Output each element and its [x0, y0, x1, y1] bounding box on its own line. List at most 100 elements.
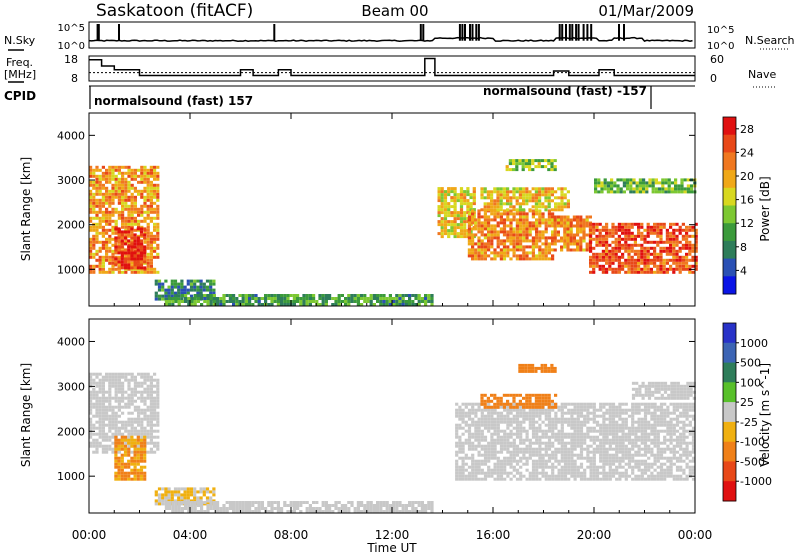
- data-cell: [573, 240, 576, 243]
- data-cell: [513, 212, 516, 215]
- data-cell: [643, 262, 646, 265]
- data-cell: [134, 254, 137, 257]
- data-cell: [465, 415, 468, 418]
- data-cell: [99, 175, 102, 178]
- data-cell: [644, 469, 647, 472]
- data-cell: [625, 451, 628, 454]
- data-cell: [114, 227, 117, 230]
- data-cell: [92, 196, 95, 199]
- data-cell: [522, 221, 525, 224]
- data-cell: [424, 507, 427, 510]
- data-cell: [611, 268, 614, 271]
- data-cell: [147, 259, 150, 262]
- data-cell: [455, 469, 458, 472]
- data-cell: [674, 187, 677, 190]
- data-cell: [554, 451, 557, 454]
- data-cell: [522, 421, 525, 424]
- data-cell: [497, 469, 500, 472]
- data-cell: [605, 259, 608, 262]
- data-cell: [487, 472, 490, 475]
- noise-spike: [578, 24, 580, 41]
- data-cell: [506, 451, 509, 454]
- data-cell: [638, 421, 641, 424]
- data-cell: [579, 237, 582, 240]
- data-cell: [490, 212, 493, 215]
- data-cell: [111, 373, 114, 376]
- data-cell: [522, 196, 525, 199]
- data-cell: [487, 196, 490, 199]
- data-cell: [615, 412, 618, 415]
- data-cell: [679, 406, 682, 409]
- data-cell: [150, 250, 153, 253]
- data-cell: [264, 507, 267, 510]
- data-cell: [134, 220, 137, 223]
- data-cell: [509, 196, 512, 199]
- data-cell: [177, 283, 180, 286]
- data-cell: [127, 181, 130, 184]
- data-cell: [663, 262, 666, 265]
- data-cell: [114, 460, 117, 463]
- data-cell: [127, 472, 130, 475]
- data-cell: [644, 472, 647, 475]
- data-cell: [643, 256, 646, 259]
- data-cell: [187, 289, 190, 292]
- data-cell: [670, 412, 673, 415]
- data-cell: [637, 244, 640, 247]
- data-cell: [599, 457, 602, 460]
- data-cell: [454, 202, 457, 205]
- data-cell: [522, 245, 525, 248]
- data-cell: [471, 478, 474, 481]
- data-cell: [642, 178, 645, 181]
- data-cell: [671, 181, 674, 184]
- data-cell: [576, 219, 579, 222]
- data-cell: [535, 254, 538, 257]
- data-cell: [490, 205, 493, 208]
- data-cell: [484, 212, 487, 215]
- data-cell: [509, 168, 512, 171]
- data-cell: [134, 208, 137, 211]
- data-cell: [471, 239, 474, 242]
- data-cell: [438, 187, 441, 190]
- data-cell: [688, 259, 691, 262]
- data-cell: [500, 415, 503, 418]
- data-cell: [657, 442, 660, 445]
- data-cell: [586, 219, 589, 222]
- data-cell: [130, 439, 133, 442]
- data-cell: [510, 460, 513, 463]
- data-cell: [92, 238, 95, 241]
- data-cell: [663, 442, 666, 445]
- data-cell: [347, 501, 350, 504]
- data-cell: [124, 439, 127, 442]
- data-cell: [299, 504, 302, 507]
- data-cell: [554, 454, 557, 457]
- data-cell: [481, 454, 484, 457]
- data-cell: [535, 221, 538, 224]
- data-cell: [153, 247, 156, 250]
- data-cell: [616, 187, 619, 190]
- data-cell: [158, 487, 161, 490]
- data-cell: [99, 208, 102, 211]
- data-cell: [134, 260, 137, 263]
- data-cell: [611, 223, 614, 226]
- data-cell: [481, 242, 484, 245]
- data-cell: [444, 199, 447, 202]
- data-cell: [528, 193, 531, 196]
- data-cell: [147, 451, 150, 454]
- data-cell: [463, 211, 466, 214]
- data-cell: [477, 224, 480, 227]
- data-cell: [593, 448, 596, 451]
- data-cell: [193, 496, 196, 499]
- data-cell: [611, 256, 614, 259]
- data-cell: [538, 215, 541, 218]
- data-cell: [111, 196, 114, 199]
- data-cell: [190, 493, 193, 496]
- data-cell: [510, 472, 513, 475]
- data-cell: [513, 418, 516, 421]
- data-cell: [156, 223, 159, 226]
- data-cell: [471, 460, 474, 463]
- data-cell: [538, 233, 541, 236]
- data-cell: [478, 427, 481, 430]
- data-cell: [150, 397, 153, 400]
- data-cell: [418, 504, 421, 507]
- data-cell: [424, 294, 427, 297]
